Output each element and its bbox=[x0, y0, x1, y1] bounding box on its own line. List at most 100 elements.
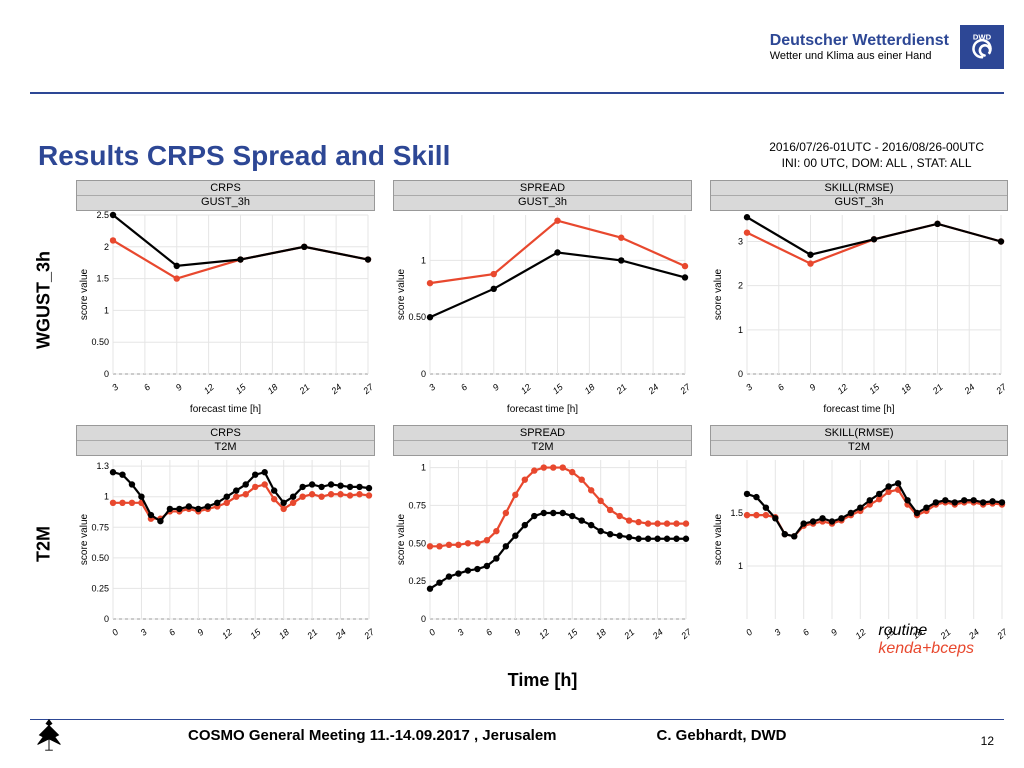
svg-text:6: 6 bbox=[484, 627, 494, 638]
svg-text:18: 18 bbox=[594, 627, 608, 641]
svg-text:0: 0 bbox=[427, 627, 437, 638]
svg-text:1: 1 bbox=[104, 306, 109, 316]
svg-text:0: 0 bbox=[738, 369, 743, 379]
svg-text:score value: score value bbox=[396, 514, 407, 566]
svg-text:27: 27 bbox=[677, 382, 691, 397]
svg-text:21: 21 bbox=[614, 382, 629, 397]
svg-text:1: 1 bbox=[421, 256, 426, 266]
svg-text:21: 21 bbox=[930, 382, 945, 397]
svg-text:3: 3 bbox=[744, 382, 754, 393]
svg-text:9: 9 bbox=[491, 382, 501, 393]
date-subtitle: 2016/07/26-01UTC - 2016/08/26-00UTC INI:… bbox=[769, 140, 984, 171]
svg-text:12: 12 bbox=[202, 382, 216, 396]
panel-r1c2: SPREADGUST_3h00.501369121518212427score … bbox=[393, 180, 692, 419]
svg-text:12: 12 bbox=[835, 382, 849, 396]
time-axis-label: Time [h] bbox=[393, 670, 692, 691]
svg-text:3: 3 bbox=[455, 627, 465, 638]
eagle-icon bbox=[30, 716, 68, 754]
spiral-icon: DWD bbox=[965, 30, 999, 64]
svg-text:24: 24 bbox=[333, 627, 348, 642]
page-number: 12 bbox=[981, 734, 994, 748]
svg-text:0.50: 0.50 bbox=[91, 553, 109, 563]
svg-text:15: 15 bbox=[565, 627, 580, 642]
legend: routine kenda+bceps bbox=[878, 622, 974, 658]
brand-subtitle: Wetter und Klima aus einer Hand bbox=[770, 50, 949, 62]
svg-text:12: 12 bbox=[519, 382, 533, 396]
footer-author: C. Gebhardt, DWD bbox=[657, 727, 787, 744]
svg-text:score value: score value bbox=[79, 269, 90, 321]
chart-grid: WGUST_3h CRPSGUST_3h00.5011.522.53691215… bbox=[30, 180, 1004, 698]
svg-text:0.25: 0.25 bbox=[408, 577, 426, 587]
row-label-wgust: WGUST_3h bbox=[30, 180, 58, 419]
svg-text:12: 12 bbox=[220, 627, 234, 641]
legend-kenda: kenda+bceps bbox=[878, 640, 974, 658]
svg-text:0: 0 bbox=[104, 614, 109, 624]
row-label-t2m: T2M bbox=[30, 425, 58, 664]
svg-text:6: 6 bbox=[776, 382, 786, 393]
svg-text:3: 3 bbox=[110, 382, 120, 393]
svg-text:0.25: 0.25 bbox=[91, 584, 109, 594]
svg-text:1: 1 bbox=[104, 492, 109, 502]
panel-r1c1: CRPSGUST_3h00.5011.522.5369121518212427s… bbox=[76, 180, 375, 419]
svg-text:24: 24 bbox=[962, 382, 977, 397]
svg-text:1: 1 bbox=[421, 463, 426, 473]
svg-text:0: 0 bbox=[421, 369, 426, 379]
svg-text:0.75: 0.75 bbox=[408, 501, 426, 511]
svg-text:0.50: 0.50 bbox=[408, 539, 426, 549]
svg-text:9: 9 bbox=[829, 627, 839, 638]
svg-text:18: 18 bbox=[583, 382, 597, 396]
svg-text:15: 15 bbox=[867, 382, 882, 397]
svg-text:6: 6 bbox=[167, 627, 177, 638]
svg-text:9: 9 bbox=[174, 382, 184, 393]
svg-text:27: 27 bbox=[361, 627, 375, 642]
brand-block: Deutscher Wetterdienst Wetter und Klima … bbox=[770, 32, 949, 62]
svg-text:24: 24 bbox=[650, 627, 665, 642]
svg-text:24: 24 bbox=[329, 382, 344, 397]
panel-r2c1: CRPST2M00.250.500.7511.30369121518212427… bbox=[76, 425, 375, 664]
svg-text:score value: score value bbox=[79, 514, 90, 566]
svg-text:1: 1 bbox=[738, 325, 743, 335]
svg-text:9: 9 bbox=[512, 627, 522, 638]
header-rule bbox=[30, 92, 1004, 94]
svg-text:2.5: 2.5 bbox=[96, 211, 109, 220]
svg-text:3: 3 bbox=[138, 627, 148, 638]
svg-text:27: 27 bbox=[994, 627, 1008, 642]
dwd-logo: DWD bbox=[960, 25, 1004, 69]
svg-text:2: 2 bbox=[738, 281, 743, 291]
brand-title: Deutscher Wetterdienst bbox=[770, 32, 949, 50]
svg-text:21: 21 bbox=[297, 382, 312, 397]
legend-routine: routine bbox=[878, 622, 974, 640]
svg-text:15: 15 bbox=[551, 382, 566, 397]
svg-text:0: 0 bbox=[744, 627, 754, 638]
svg-text:27: 27 bbox=[678, 627, 692, 642]
svg-text:1.3: 1.3 bbox=[96, 461, 109, 471]
svg-text:0: 0 bbox=[104, 369, 109, 379]
header: Deutscher Wetterdienst Wetter und Klima … bbox=[0, 0, 1024, 90]
svg-text:6: 6 bbox=[142, 382, 152, 393]
slide-title: Results CRPS Spread and Skill bbox=[38, 140, 450, 172]
svg-text:18: 18 bbox=[266, 382, 280, 396]
svg-text:0.75: 0.75 bbox=[91, 523, 109, 533]
svg-text:score value: score value bbox=[713, 269, 724, 321]
svg-text:9: 9 bbox=[195, 627, 205, 638]
svg-text:24: 24 bbox=[646, 382, 661, 397]
svg-text:15: 15 bbox=[248, 627, 263, 642]
subtitle-line2: INI: 00 UTC, DOM: ALL , STAT: ALL bbox=[769, 156, 984, 172]
svg-text:27: 27 bbox=[993, 382, 1007, 397]
svg-text:27: 27 bbox=[360, 382, 374, 397]
svg-text:12: 12 bbox=[854, 627, 868, 641]
svg-text:9: 9 bbox=[808, 382, 818, 393]
svg-text:3: 3 bbox=[772, 627, 782, 638]
svg-text:15: 15 bbox=[234, 382, 249, 397]
svg-text:21: 21 bbox=[305, 627, 320, 642]
svg-text:score value: score value bbox=[396, 269, 407, 321]
svg-text:score value: score value bbox=[713, 514, 724, 566]
svg-text:1: 1 bbox=[738, 561, 743, 571]
svg-text:21: 21 bbox=[622, 627, 637, 642]
svg-text:6: 6 bbox=[801, 627, 811, 638]
panel-r1c3: SKILL(RMSE)GUST_3h0123369121518212427sco… bbox=[710, 180, 1008, 419]
svg-text:0: 0 bbox=[110, 627, 120, 638]
svg-text:6: 6 bbox=[459, 382, 469, 393]
svg-text:1.5: 1.5 bbox=[96, 274, 109, 284]
svg-text:0.50: 0.50 bbox=[408, 313, 426, 323]
